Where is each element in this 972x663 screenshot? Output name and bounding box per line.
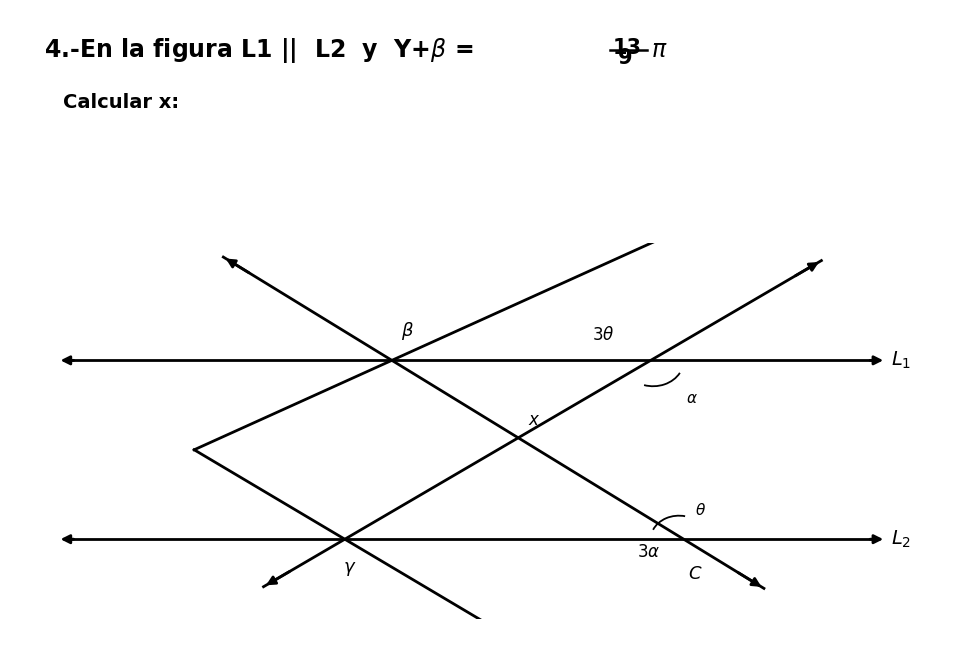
Text: $3\alpha$: $3\alpha$ [637,543,660,561]
Text: Calcular x:: Calcular x: [63,93,179,112]
Text: $L_1$: $L_1$ [890,349,911,371]
Text: $\pi$: $\pi$ [651,38,668,62]
Text: $\beta$: $\beta$ [401,320,414,343]
Text: $\alpha$: $\alpha$ [686,391,698,406]
Text: $3\theta$: $3\theta$ [593,326,615,344]
Text: $x$: $x$ [528,411,540,430]
Text: 4.-En la figura L1 ||  L2  y  Y+$\beta$ =: 4.-En la figura L1 || L2 y Y+$\beta$ = [44,36,475,66]
Text: 9: 9 [618,48,633,68]
Text: $\gamma$: $\gamma$ [343,560,356,578]
Text: $\theta$: $\theta$ [695,502,707,518]
Text: $L_2$: $L_2$ [890,528,911,550]
Text: $C$: $C$ [688,565,703,583]
Text: 13: 13 [612,38,642,58]
